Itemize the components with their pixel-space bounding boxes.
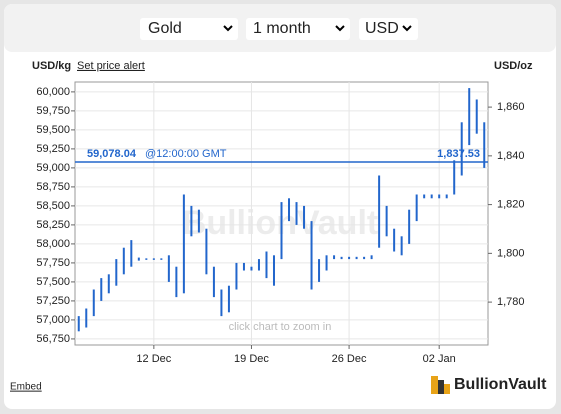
- range-bar: [100, 278, 103, 301]
- embed-link[interactable]: Embed: [10, 382, 42, 393]
- range-bar: [340, 256, 343, 260]
- range-bar: [77, 316, 80, 332]
- y2-tick-label: 1,840: [497, 150, 525, 162]
- range-bar: [250, 266, 253, 271]
- y-tick-label: 60,000: [36, 86, 70, 98]
- range-bar: [378, 175, 381, 248]
- range-bar: [220, 289, 223, 317]
- range-bar: [115, 259, 118, 286]
- range-bar: [423, 194, 426, 199]
- y-tick-label: 58,750: [36, 181, 70, 193]
- range-bar: [130, 240, 133, 267]
- y-tick-label: 59,250: [36, 143, 70, 155]
- select-text[interactable]: 1 month: [253, 20, 311, 37]
- range-bar: [265, 251, 268, 279]
- range-bar: [205, 228, 208, 275]
- range-bar: [107, 274, 110, 294]
- range-bar: [475, 99, 478, 134]
- range-bar: [227, 285, 230, 313]
- range-bar: [445, 194, 448, 199]
- range-bar: [363, 256, 366, 260]
- range-bar: [92, 289, 95, 317]
- range-bar: [325, 255, 328, 271]
- y-tick-label: 56,750: [36, 333, 70, 345]
- y-unit: USD/kg: [32, 60, 71, 72]
- range-bar: [197, 209, 200, 233]
- range-bar: [385, 205, 388, 237]
- range-bar: [460, 122, 463, 176]
- crosshair-value: 59,078.04: [87, 148, 137, 160]
- crosshair-y2-value: 1,837.53: [437, 148, 480, 160]
- y-tick-label: 57,750: [36, 257, 70, 269]
- range-bar: [483, 122, 486, 168]
- y2-unit: USD/oz: [494, 60, 533, 72]
- y-tick-label: 59,000: [36, 162, 70, 174]
- range-bar: [288, 198, 291, 222]
- range-bar: [295, 202, 298, 225]
- range-bar: [453, 160, 456, 195]
- range-bar: [145, 258, 148, 260]
- range-bar: [303, 205, 306, 229]
- y2-tick-label: 1,780: [497, 296, 525, 308]
- x-tick-label: 12 Dec: [136, 353, 171, 365]
- x-tick-label: 02 Jan: [423, 353, 456, 365]
- range-bar: [160, 258, 163, 260]
- y2-tick-label: 1,860: [497, 101, 525, 113]
- range-bar: [355, 256, 358, 260]
- range-bar: [370, 255, 373, 260]
- y-tick-label: 59,750: [36, 105, 70, 117]
- crosshair-time: @12:00:00 GMT: [145, 148, 227, 160]
- y-tick-label: 58,000: [36, 238, 70, 250]
- y-tick-label: 58,500: [36, 200, 70, 212]
- range-bar: [122, 247, 125, 275]
- range-bar: [137, 257, 140, 261]
- range-bar: [280, 202, 283, 260]
- logo[interactable]: BullionVault: [431, 376, 547, 394]
- range-bar: [348, 256, 351, 260]
- range-bar: [190, 205, 193, 237]
- y-tick-label: 58,250: [36, 219, 70, 231]
- y2-tick-label: 1,800: [497, 247, 525, 259]
- range-bar: [212, 266, 215, 298]
- range-bar: [400, 236, 403, 256]
- range-bar: [257, 259, 260, 271]
- range-bar: [182, 194, 185, 294]
- x-tick-label: 26 Dec: [332, 353, 367, 365]
- y-tick-label: 57,250: [36, 295, 70, 307]
- zoom-hint: click chart to zoom in: [229, 321, 332, 333]
- range-bar: [430, 194, 433, 199]
- select-text[interactable]: USD: [365, 20, 399, 37]
- range-bar: [408, 209, 411, 244]
- range-bar: [468, 88, 471, 146]
- range-bar: [318, 259, 321, 282]
- y2-tick-label: 1,820: [497, 199, 525, 211]
- range-bar: [333, 255, 336, 260]
- range-bar: [235, 262, 238, 290]
- range-bar: [393, 228, 396, 252]
- y-tick-label: 57,000: [36, 314, 70, 326]
- alert-link[interactable]: Set price alert: [77, 60, 145, 72]
- select-text[interactable]: Gold: [148, 20, 182, 37]
- range-bar: [167, 255, 170, 282]
- range-bar: [152, 258, 155, 260]
- range-bar: [242, 262, 245, 271]
- y-tick-label: 57,500: [36, 276, 70, 288]
- x-tick-label: 19 Dec: [234, 353, 269, 365]
- select-currency[interactable]: USD: [359, 18, 418, 40]
- watermark: BullionVault: [182, 204, 378, 242]
- range-bar: [438, 194, 441, 199]
- select-metal[interactable]: Gold: [140, 18, 238, 40]
- logo-text[interactable]: BullionVault: [454, 376, 547, 393]
- y-tick-label: 59,500: [36, 124, 70, 136]
- range-bar: [272, 255, 275, 286]
- range-bar: [415, 194, 418, 222]
- range-bar: [310, 221, 313, 290]
- select-period[interactable]: 1 month: [246, 18, 350, 40]
- range-bar: [175, 266, 178, 298]
- range-bar: [85, 308, 88, 328]
